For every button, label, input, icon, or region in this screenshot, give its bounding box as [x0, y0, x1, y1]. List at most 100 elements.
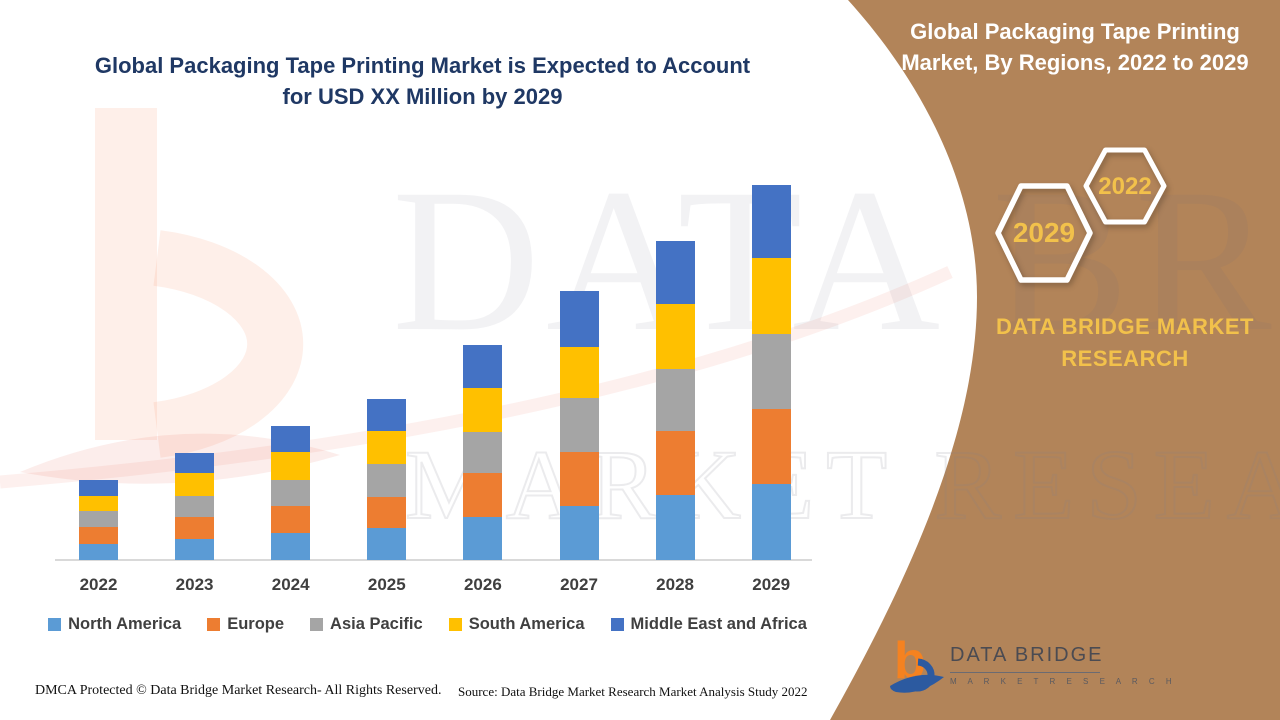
- bar-segment-north-america: [559, 506, 599, 560]
- legend-swatch-icon: [610, 618, 624, 631]
- bar-segment-north-america: [367, 528, 407, 560]
- side-panel-title: Global Packaging Tape Printing Market, B…: [880, 16, 1270, 78]
- legend-label: South America: [468, 615, 585, 633]
- bar-segment-europe: [79, 527, 118, 544]
- side-panel-title-line1: Global Packaging Tape Printing: [910, 19, 1240, 44]
- side-panel-shape: [830, 0, 1280, 720]
- side-panel-title-line2: Market, By Regions, 2022 to 2029: [901, 50, 1249, 76]
- watermark-databridge-text: DATA BRIDGE: [392, 147, 1280, 374]
- bar-segment-asia-pacific: [175, 496, 215, 517]
- bar-segment-south-america: [463, 388, 503, 432]
- watermark-marketresearch-text: MARKET RESEARCH: [404, 429, 1280, 540]
- panel-brand-text: DATA BRIDGE MARKET RESEARCH: [965, 311, 1280, 375]
- bar-segment-middle-east-and-africa: [559, 291, 599, 347]
- databridge-logo: b DATA BRIDGE M A R K E T R E S E A R C …: [888, 634, 1188, 704]
- bar-segment-asia-pacific: [367, 464, 407, 497]
- bar-segment-middle-east-and-africa: [79, 480, 118, 496]
- bar-segment-europe: [175, 517, 215, 539]
- bar-segment-middle-east-and-africa: [751, 185, 791, 258]
- watermark-arc: [0, 266, 953, 489]
- legend-label: Asia Pacific: [330, 615, 423, 633]
- watermark-b-stem: [95, 108, 157, 440]
- legend-item-north-america: North America: [48, 615, 181, 634]
- bar-segment-europe: [367, 497, 407, 528]
- bar-segment-europe: [463, 473, 503, 517]
- bar-segment-middle-east-and-africa: [367, 399, 407, 431]
- bar-segment-asia-pacific: [79, 511, 118, 527]
- chart-legend: North America Europe Asia Pacific South Ame…: [0, 615, 855, 634]
- bar-segment-europe: [559, 452, 599, 506]
- x-axis-label-2023: 2023: [175, 575, 214, 594]
- bar-segment-asia-pacific: [271, 480, 311, 506]
- bar-segment-europe: [271, 506, 311, 533]
- legend-item-middle-east-and-africa: Middle East and Africa: [610, 615, 807, 634]
- chart-title-line1: Global Packaging Tape Printing Market is…: [94, 53, 751, 78]
- x-axis-label-2027: 2027: [560, 575, 598, 594]
- bar-2023: [175, 453, 215, 560]
- bar-segment-south-america: [655, 304, 695, 369]
- legend-item-south-america: South America: [448, 615, 585, 634]
- hexagon-2022-icon: [1083, 147, 1167, 225]
- legend-swatch-icon: [448, 618, 462, 631]
- x-axis-label-2025: 2025: [367, 575, 406, 594]
- x-axis-label-2026: 2026: [463, 575, 502, 594]
- bar-2025: [367, 399, 407, 560]
- legend-swatch-icon: [310, 618, 324, 631]
- bar-segment-middle-east-and-africa: [463, 345, 503, 388]
- bar-segment-north-america: [463, 517, 503, 560]
- chart-title: Global Packaging Tape Printing Market is…: [0, 50, 845, 112]
- panel-brand-line2: RESEARCH: [1061, 345, 1189, 371]
- bar-2026: [463, 345, 503, 560]
- x-axis-label-2028: 2028: [656, 575, 694, 594]
- legend-item-asia-pacific: Asia Pacific: [310, 615, 423, 634]
- legend-swatch-icon: [48, 618, 62, 631]
- x-axis-label-2024: 2024: [271, 575, 310, 594]
- bar-segment-europe: [655, 431, 695, 495]
- bar-segment-north-america: [751, 484, 791, 560]
- bar-segment-middle-east-and-africa: [655, 241, 695, 304]
- bar-segment-middle-east-and-africa: [175, 453, 215, 473]
- bar-segment-north-america: [655, 495, 695, 560]
- bar-segment-north-america: [175, 539, 215, 560]
- bar-segment-south-america: [271, 452, 311, 480]
- x-axis-line: [55, 559, 812, 561]
- bar-2029: [751, 185, 791, 560]
- badge-2029: 2029: [1012, 217, 1076, 248]
- panel-brand-line1: DATA BRIDGE MARKET: [996, 314, 1254, 339]
- bar-segment-south-america: [79, 496, 118, 511]
- logo-subtitle: M A R K E T R E S E A R C H: [950, 677, 1177, 686]
- bar-segment-asia-pacific: [751, 334, 791, 409]
- bar-2028: [655, 241, 695, 560]
- bar-segment-asia-pacific: [463, 432, 503, 473]
- legend-item-europe: Europe: [207, 615, 284, 634]
- badge-2022: 2022: [1098, 173, 1152, 200]
- logo-name: DATA BRIDGE: [950, 644, 1104, 666]
- hexagon-2029-icon: [995, 183, 1093, 283]
- bar-segment-middle-east-and-africa: [271, 426, 311, 452]
- legend-swatch-icon: [207, 618, 221, 631]
- logo-divider: [950, 672, 1100, 673]
- bar-segment-south-america: [751, 258, 791, 334]
- watermark-b-bowl: [153, 230, 304, 458]
- source-note: Source: Data Bridge Market Research Mark…: [458, 684, 808, 699]
- x-axis-label-2022: 2022: [79, 575, 118, 594]
- legend-label: North America: [68, 615, 182, 633]
- legend-label: Middle East and Africa: [630, 615, 807, 633]
- bar-2024: [271, 426, 311, 560]
- bar-segment-south-america: [175, 473, 215, 496]
- legend-label: Europe: [227, 615, 285, 633]
- chart-title-line2: for USD XX Million by 2029: [282, 84, 563, 110]
- bar-2027: [559, 291, 599, 560]
- databridge-logo-icon: b: [890, 634, 944, 693]
- bar-segment-asia-pacific: [559, 398, 599, 452]
- bar-segment-asia-pacific: [655, 369, 695, 431]
- bar-segment-europe: [751, 409, 791, 484]
- bar-segment-north-america: [271, 533, 311, 560]
- bar-segment-south-america: [559, 347, 599, 398]
- bar-2022: [79, 480, 118, 560]
- x-axis-label-2029: 2029: [752, 575, 791, 594]
